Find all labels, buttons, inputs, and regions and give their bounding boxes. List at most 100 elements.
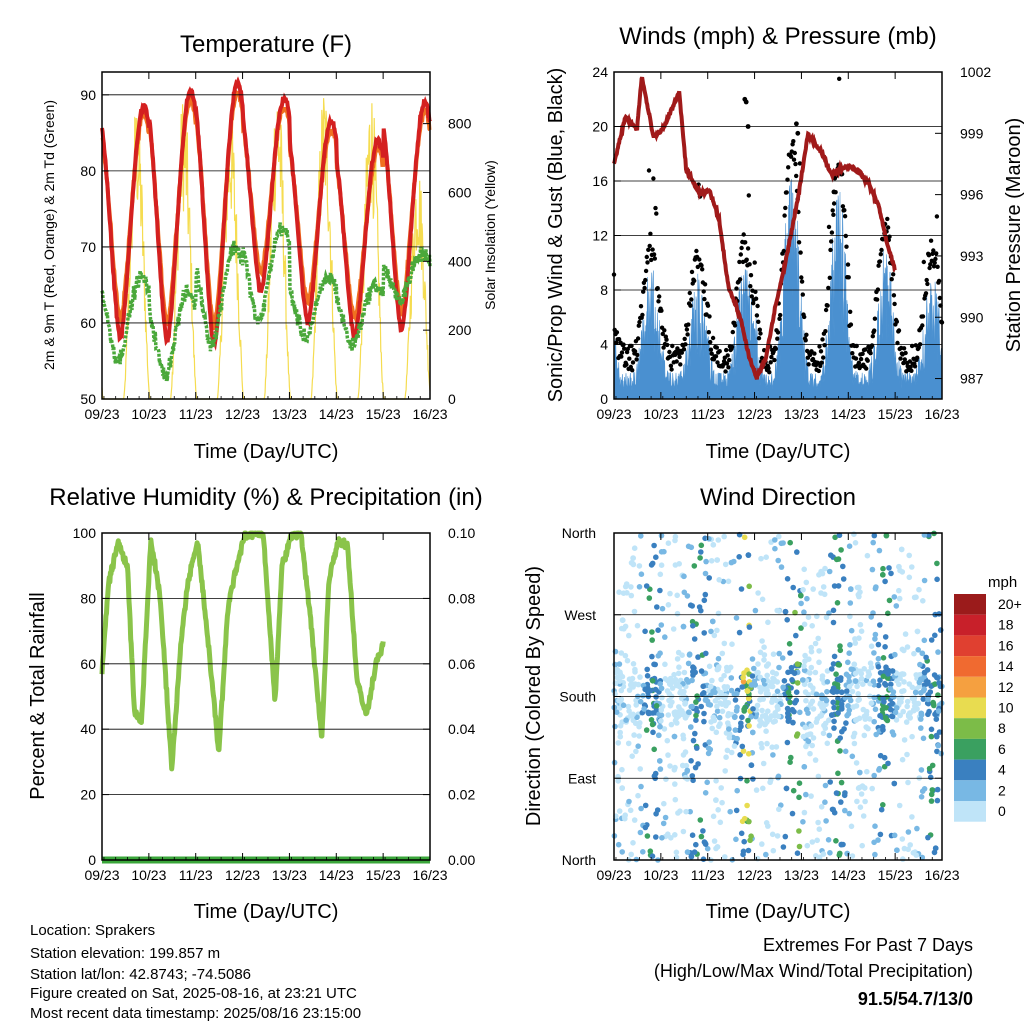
gust-point <box>916 345 921 350</box>
direction-point <box>755 590 761 596</box>
direction-point <box>899 756 906 763</box>
gust-point <box>651 176 656 181</box>
direction-point <box>675 810 681 816</box>
direction-point <box>672 717 679 724</box>
direction-point <box>794 549 800 555</box>
extremes-box: Extremes For Past 7 Days (High/Low/Max W… <box>654 935 973 1009</box>
direction-point <box>773 744 780 750</box>
gust-point <box>730 329 735 335</box>
direction-point <box>832 534 838 541</box>
direction-point <box>794 661 801 667</box>
direction-point <box>723 702 729 709</box>
direction-point <box>722 768 728 774</box>
direction-point <box>679 711 685 718</box>
y-tick-label: 0 <box>88 852 96 868</box>
gust-point <box>850 351 855 356</box>
gust-point <box>793 161 798 167</box>
direction-point <box>788 754 794 761</box>
wind-speed-area <box>613 178 943 400</box>
gust-point <box>901 346 907 351</box>
direction-point <box>753 711 760 717</box>
direction-point <box>831 653 838 660</box>
direction-point <box>784 617 790 623</box>
gust-point <box>822 343 827 348</box>
direction-point <box>688 724 694 730</box>
direction-point <box>701 597 708 604</box>
direction-point <box>680 623 687 630</box>
direction-point <box>695 654 701 660</box>
gust-point <box>821 355 826 360</box>
direction-point <box>676 561 682 567</box>
direction-point <box>893 603 900 609</box>
direction-point <box>681 693 687 699</box>
direction-point <box>918 725 924 731</box>
direction-point <box>902 631 909 637</box>
direction-point <box>921 669 928 676</box>
direction-point <box>694 745 700 751</box>
direction-point <box>871 772 877 779</box>
direction-point <box>886 565 892 571</box>
gust-point <box>874 297 880 302</box>
direction-point <box>701 630 707 636</box>
direction-point <box>801 663 807 669</box>
direction-point <box>782 608 789 615</box>
direction-point <box>662 661 668 668</box>
direction-point <box>642 686 648 693</box>
temperature-title: Temperature (F) <box>180 31 352 58</box>
y-tick-label: 100 <box>73 525 97 541</box>
gust-point <box>782 213 787 218</box>
gust-point <box>926 253 932 258</box>
direction-point <box>647 848 654 854</box>
direction-point <box>692 764 699 771</box>
y-tick-label: 20 <box>80 787 96 803</box>
gust-point <box>709 351 714 356</box>
direction-point <box>772 537 778 543</box>
gust-point <box>791 157 797 162</box>
gust-point <box>614 330 620 335</box>
direction-point <box>617 729 623 736</box>
direction-point <box>689 677 695 684</box>
direction-point <box>840 576 847 582</box>
direction-point <box>813 691 820 698</box>
direction-point <box>754 670 760 676</box>
direction-point <box>715 537 722 543</box>
direction-point <box>897 671 904 678</box>
direction-point <box>819 676 826 683</box>
gust-point <box>781 248 786 254</box>
direction-point <box>740 851 746 858</box>
legend-label: 14 <box>998 658 1014 674</box>
direction-point <box>761 657 767 663</box>
direction-point <box>822 565 828 572</box>
direction-point <box>872 823 878 829</box>
direction-point <box>748 682 755 688</box>
gust-point <box>755 303 760 309</box>
direction-point <box>775 773 782 780</box>
direction-point <box>845 703 851 709</box>
humidity-title: Relative Humidity (%) & Precipitation (i… <box>49 484 482 511</box>
gust-point <box>630 360 636 365</box>
direction-point <box>671 767 678 773</box>
direction-point <box>684 849 691 855</box>
direction-point <box>688 853 695 860</box>
y-tick-label: 50 <box>80 391 96 407</box>
x-tick-label: 15/23 <box>878 406 913 422</box>
direction-point <box>794 850 801 856</box>
direction-point <box>913 594 919 600</box>
gust-point <box>721 362 726 367</box>
direction-point <box>905 829 912 835</box>
gust-point <box>826 224 832 230</box>
x-tick-label: 15/23 <box>366 406 401 422</box>
gust-point <box>848 309 853 314</box>
direction-point <box>717 819 724 826</box>
direction-point <box>823 614 830 621</box>
gust-point <box>723 369 728 374</box>
direction-point <box>690 777 696 784</box>
direction-point <box>633 748 639 755</box>
direction-point <box>754 702 761 709</box>
direction-point <box>681 573 687 580</box>
gust-point <box>773 346 778 351</box>
direction-point <box>643 583 650 589</box>
direction-point <box>732 714 738 720</box>
legend-label: 16 <box>998 637 1014 653</box>
figure-created: Figure created on Sat, 2025-08-16, at 23… <box>30 985 357 1002</box>
